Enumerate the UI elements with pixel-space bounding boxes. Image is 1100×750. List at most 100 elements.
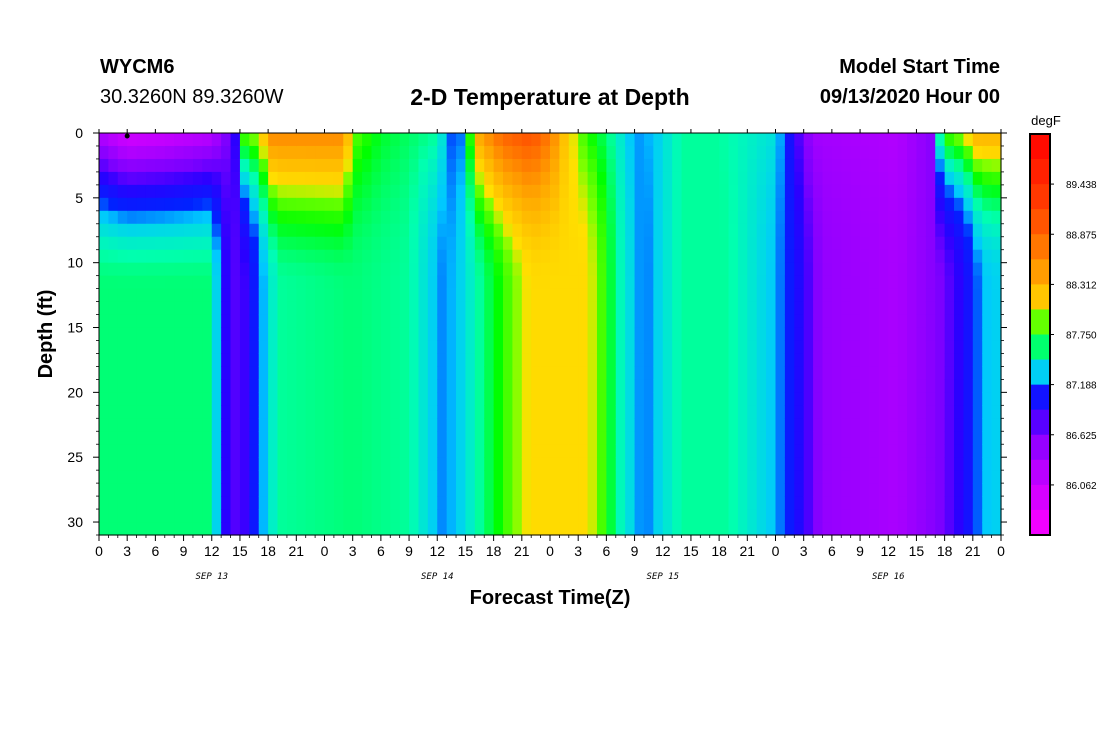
heatmap-cell <box>756 457 767 471</box>
heatmap-cell <box>484 145 495 160</box>
heatmap-cell <box>127 249 138 264</box>
heatmap-cell <box>559 133 570 147</box>
heatmap-cell <box>183 366 194 380</box>
heatmap-cell <box>982 470 993 484</box>
heatmap-cell <box>972 223 983 238</box>
x-tick-label: 18 <box>937 543 953 559</box>
heatmap-cell <box>559 145 570 160</box>
heatmap-cell <box>418 262 429 277</box>
heatmap-cell <box>333 392 344 406</box>
heatmap-cell <box>578 366 589 380</box>
heatmap-cell <box>145 288 156 303</box>
heatmap-cell <box>625 392 636 406</box>
heatmap-cell <box>709 418 720 432</box>
heatmap-cell <box>230 262 241 277</box>
heatmap-cell <box>409 184 420 199</box>
heatmap-cell <box>155 223 166 238</box>
heatmap-cell <box>681 210 692 225</box>
x-tick-label: 12 <box>429 543 445 559</box>
heatmap-cell <box>831 236 842 251</box>
heatmap-cell <box>550 522 560 536</box>
heatmap-cell <box>916 262 927 277</box>
heatmap-cell <box>145 184 156 199</box>
heatmap-cell <box>221 288 232 303</box>
heatmap-cell <box>380 405 391 419</box>
heatmap-cell <box>700 210 711 225</box>
heatmap-cell <box>653 327 664 342</box>
heatmap-cell <box>183 522 194 536</box>
heatmap-cell <box>550 197 560 212</box>
heatmap-cell <box>512 405 523 419</box>
heatmap-cell <box>803 249 814 264</box>
heatmap-cell <box>352 158 363 173</box>
heatmap-cell <box>803 197 814 212</box>
heatmap-cell <box>315 301 326 316</box>
heatmap-cell <box>784 405 795 419</box>
heatmap-cell <box>484 470 495 484</box>
heatmap-cell <box>831 418 842 432</box>
heatmap-cell <box>230 444 241 458</box>
heatmap-cell <box>164 223 175 238</box>
heatmap-cell <box>174 275 185 290</box>
heatmap-cell <box>117 158 128 173</box>
heatmap-cell <box>982 431 993 445</box>
heatmap-cell <box>268 327 279 342</box>
heatmap-cell <box>578 197 589 212</box>
heatmap-cell <box>521 340 532 355</box>
heatmap-cell <box>672 340 683 355</box>
heatmap-cell <box>897 184 908 199</box>
heatmap-cell <box>333 288 344 303</box>
y-tick-label: 10 <box>67 255 83 271</box>
heatmap-cell <box>371 483 382 497</box>
heatmap-cell <box>878 496 889 510</box>
heatmap-cell <box>907 262 918 277</box>
heatmap-cell <box>700 133 711 147</box>
heatmap-cell <box>653 509 664 523</box>
heatmap-cell <box>925 145 936 160</box>
heatmap-cell <box>897 496 908 510</box>
heatmap-cell <box>409 431 420 445</box>
colorbar-swatch <box>1030 309 1050 335</box>
heatmap-cell <box>521 184 532 199</box>
heatmap-cell <box>784 133 795 147</box>
heatmap-cell <box>737 366 748 380</box>
heatmap-cell <box>747 405 758 419</box>
heatmap-cell <box>672 262 683 277</box>
heatmap-cell <box>484 262 495 277</box>
heatmap-cell <box>888 483 899 497</box>
heatmap-cell <box>540 457 551 471</box>
heatmap-cell <box>127 509 138 523</box>
heatmap-cell <box>775 509 786 523</box>
heatmap-cell <box>897 145 908 160</box>
heatmap-cell <box>446 431 457 445</box>
heatmap-cell <box>474 483 485 497</box>
heatmap-cell <box>484 379 495 393</box>
heatmap-cell <box>540 314 551 329</box>
heatmap-cell <box>709 262 720 277</box>
heatmap-cell <box>850 327 861 342</box>
heatmap-cell <box>521 197 532 212</box>
heatmap-cell <box>907 509 918 523</box>
heatmap-cell <box>427 340 438 355</box>
heatmap-cell <box>315 314 326 329</box>
heatmap-cell <box>474 353 485 368</box>
heatmap-cell <box>211 314 222 329</box>
heatmap-cell <box>99 301 109 316</box>
heatmap-cell <box>258 275 269 290</box>
heatmap-cell <box>145 158 156 173</box>
heatmap-cell <box>831 522 842 536</box>
heatmap-cell <box>268 262 279 277</box>
heatmap-cell <box>512 301 523 316</box>
heatmap-cell <box>972 158 983 173</box>
heatmap-cell <box>315 457 326 471</box>
heatmap-cell <box>277 184 288 199</box>
heatmap-cell <box>268 379 279 393</box>
heatmap-cell <box>615 236 626 251</box>
heatmap-cell <box>221 379 232 393</box>
heatmap-cell <box>794 444 805 458</box>
heatmap-cell <box>775 236 786 251</box>
heatmap-cell <box>606 444 617 458</box>
heatmap-cell <box>803 509 814 523</box>
heatmap-cell <box>239 184 250 199</box>
heatmap-cell <box>418 184 429 199</box>
